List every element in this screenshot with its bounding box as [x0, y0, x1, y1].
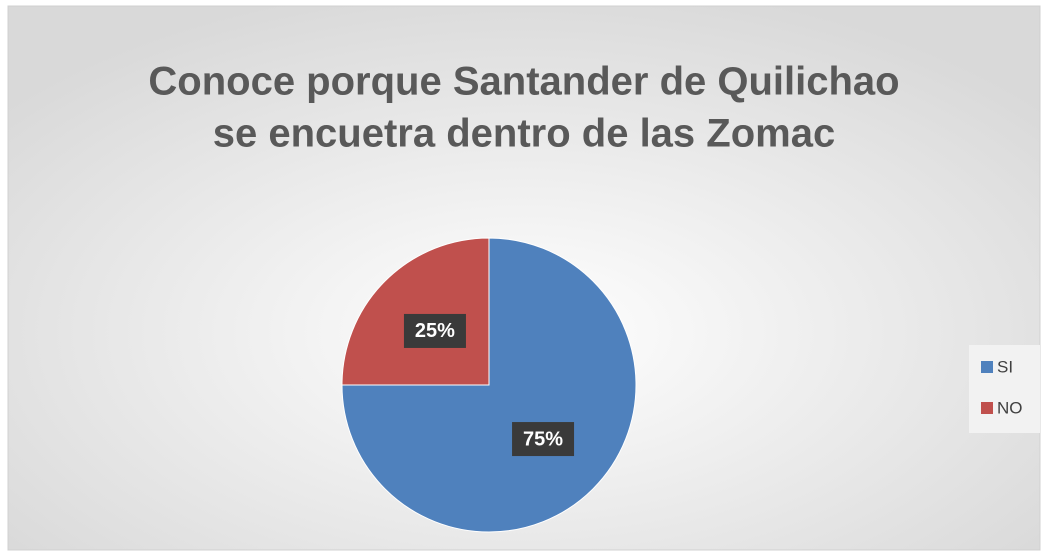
legend-label: SI: [997, 357, 1013, 376]
legend-label: NO: [997, 398, 1023, 417]
legend-swatch: [981, 402, 993, 414]
legend-box: [969, 345, 1040, 433]
pie-slice: [341, 237, 490, 386]
chart-title: se encuetra dentro de las Zomac: [213, 112, 835, 156]
value-label: 75%: [523, 428, 563, 450]
chart-title: Conoce porque Santander de Quilichao: [148, 60, 899, 104]
legend-swatch: [981, 361, 993, 373]
value-label-box: [403, 313, 466, 348]
value-label: 25%: [415, 320, 455, 342]
value-label-box: [512, 422, 575, 457]
